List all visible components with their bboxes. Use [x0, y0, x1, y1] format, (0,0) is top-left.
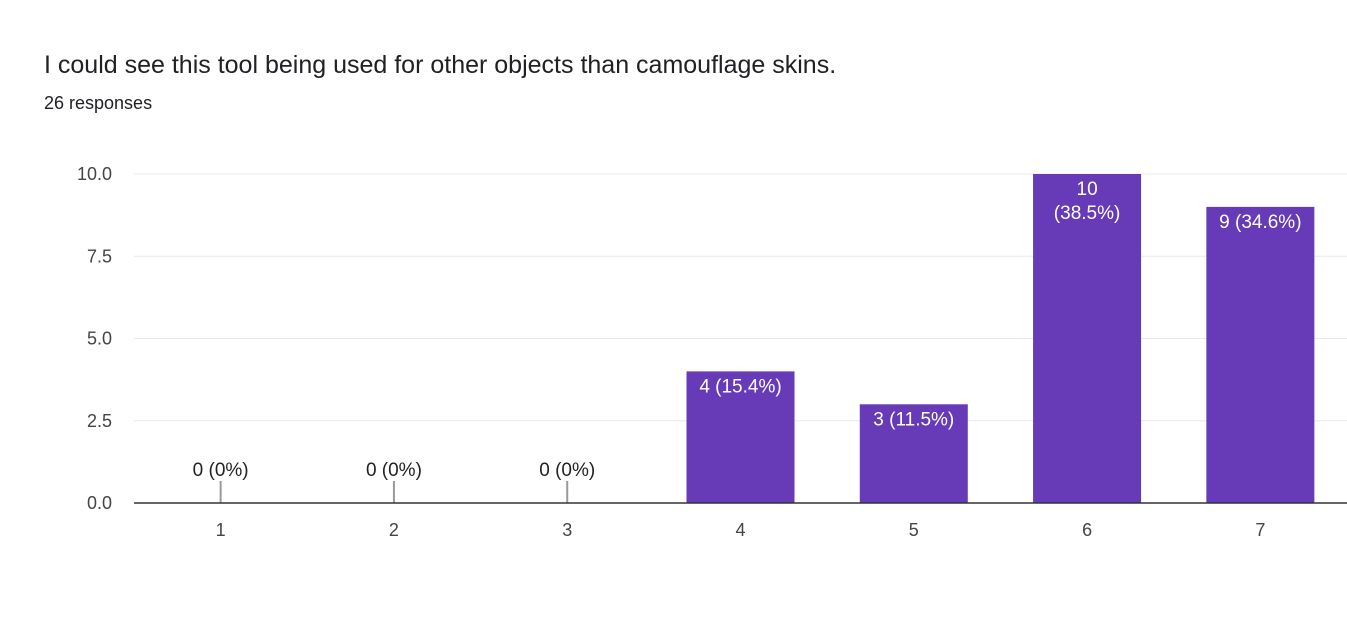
data-label: 0 (0%)	[366, 460, 422, 481]
data-label: 0 (0%)	[539, 460, 595, 481]
y-tick-label: 0.0	[87, 493, 112, 513]
y-tick-label: 2.5	[87, 411, 112, 431]
response-count: 26 responses	[44, 93, 153, 113]
bars	[219, 174, 1315, 503]
x-tick-label: 7	[1255, 520, 1265, 540]
data-label: 9 (34.6%)	[1219, 212, 1301, 233]
data-labels: 0 (0%) 0 (0%) 0 (0%) 4 (15.4%) 3 (11.5%) 10 (3…	[193, 179, 1302, 481]
data-label: 0 (0%)	[193, 460, 249, 481]
x-tick-label: 6	[1082, 520, 1092, 540]
bar	[686, 371, 795, 503]
data-label: 10 (38.5%)	[1054, 179, 1121, 224]
bar	[859, 404, 968, 503]
y-tick-label: 5.0	[87, 329, 112, 349]
x-tick-label: 3	[562, 520, 572, 540]
bar	[1033, 174, 1142, 503]
y-tick-label: 7.5	[87, 246, 112, 266]
y-axis-ticks: 0.0 2.5 5.0 7.5 10.0	[77, 164, 112, 513]
data-label: 4 (15.4%)	[699, 376, 781, 397]
x-tick-label: 2	[389, 520, 399, 540]
data-label: 3 (11.5%)	[873, 409, 954, 430]
x-tick-label: 4	[735, 520, 745, 540]
y-tick-label: 10.0	[77, 164, 112, 184]
bar	[1206, 206, 1315, 503]
x-axis-ticks: 1 2 3 4 5 6 7	[216, 520, 1266, 540]
x-tick-label: 1	[216, 520, 226, 540]
question-title: I could see this tool being used for oth…	[44, 51, 837, 79]
x-tick-label: 5	[909, 520, 919, 540]
